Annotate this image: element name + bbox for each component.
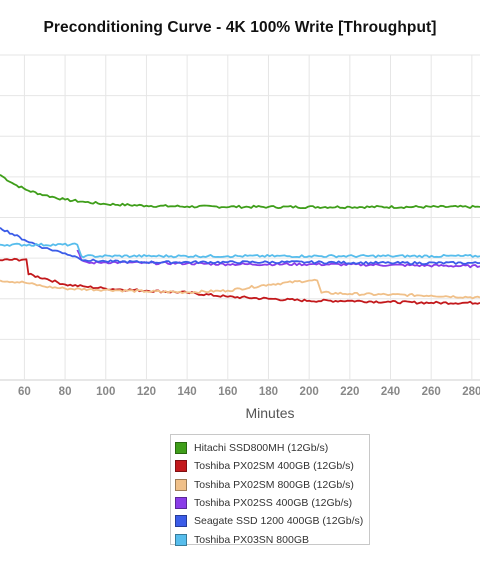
series-line <box>0 257 480 305</box>
series-lines <box>0 174 480 305</box>
x-tick-label: 240 <box>381 386 400 398</box>
x-tick-labels: 60 80 100 120 140 160 180 200 220 240 260 280 <box>18 386 480 398</box>
series-line <box>0 174 480 210</box>
x-tick-label: 160 <box>218 386 237 398</box>
legend-item[interactable]: Toshiba PX02SS 400GB (12Gb/s) <box>175 494 369 512</box>
series-line <box>0 278 480 300</box>
legend-label: Toshiba PX02SS 400GB (12Gb/s) <box>194 497 353 510</box>
legend-label: Toshiba PX02SM 400GB (12Gb/s) <box>194 460 354 473</box>
x-tick-label: 200 <box>300 386 319 398</box>
x-tick-label: 80 <box>59 386 72 398</box>
legend-label: Seagate SSD 1200 400GB (12Gb/s) <box>194 515 364 528</box>
x-tick-label: 180 <box>259 386 278 398</box>
x-tick-label: 120 <box>137 386 156 398</box>
legend-swatch <box>175 478 187 491</box>
grid-lines <box>0 54 480 381</box>
legend-item[interactable]: Toshiba PX02SM 400GB (12Gb/s) <box>175 457 369 475</box>
x-tick-label: 60 <box>18 386 31 398</box>
legend-label: Toshiba PX02SM 800GB (12Gb/s) <box>194 478 354 491</box>
series-line <box>76 249 480 269</box>
legend-item[interactable]: Seagate SSD 1200 400GB (12Gb/s) <box>175 512 369 530</box>
series-line <box>0 242 480 259</box>
legend-swatch <box>175 533 187 546</box>
legend-item[interactable]: Hitachi SSD800MH (12Gb/s) <box>175 439 369 457</box>
legend-swatch <box>175 497 187 510</box>
legend-swatch <box>175 442 187 455</box>
legend-item[interactable]: Toshiba PX02SM 800GB (12Gb/s) <box>175 476 369 494</box>
x-tick-label: 100 <box>96 386 115 398</box>
x-tick-label: 260 <box>422 386 441 398</box>
series-line <box>0 227 480 266</box>
x-tick-label: 140 <box>178 386 197 398</box>
legend-label: Hitachi SSD800MH (12Gb/s) <box>194 442 329 455</box>
legend-item[interactable]: Toshiba PX03SN 800GB <box>175 530 369 548</box>
x-axis-label: Minutes <box>245 405 294 421</box>
x-tick-label: 280 <box>462 386 480 398</box>
legend-swatch <box>175 460 187 473</box>
legend-label: Toshiba PX03SN 800GB <box>194 533 309 546</box>
chart-title: Preconditioning Curve - 4K 100% Write [T… <box>43 19 437 36</box>
x-tick-label: 220 <box>340 386 359 398</box>
legend-swatch <box>175 515 187 528</box>
legend: Hitachi SSD800MH (12Gb/s) Toshiba PX02SM … <box>170 434 370 548</box>
